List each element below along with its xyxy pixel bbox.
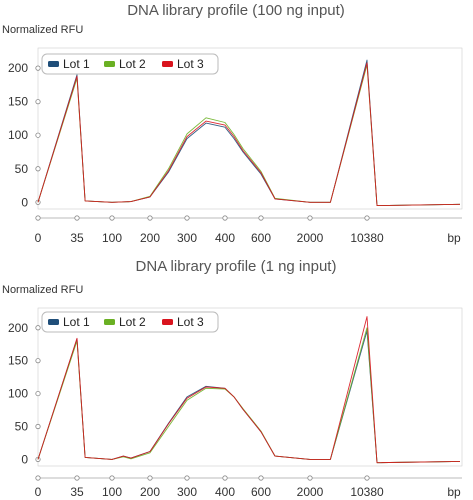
x-tick-label: 200 bbox=[140, 231, 160, 245]
legend-swatch-lot-3 bbox=[162, 61, 173, 67]
y-tick-label: 150 bbox=[8, 95, 28, 109]
legend: Lot 1 Lot 2 Lot 3 bbox=[41, 53, 219, 75]
y-tick-label: 100 bbox=[8, 128, 28, 142]
x-tick-marker bbox=[258, 215, 264, 221]
legend-swatch-lot-1 bbox=[48, 61, 59, 67]
series-line-lot-1 bbox=[37, 59, 461, 207]
x-tick-marker bbox=[222, 475, 228, 481]
x-tick-label: 2000 bbox=[297, 231, 324, 245]
x-tick-marker bbox=[222, 215, 228, 221]
y-tick-marker bbox=[35, 99, 41, 105]
y-tick-label: 200 bbox=[8, 61, 28, 75]
x-tick-label: 10380 bbox=[350, 231, 384, 245]
x-tick-label: 300 bbox=[177, 231, 197, 245]
x-tick-label: 2000 bbox=[297, 485, 324, 499]
series-line-lot-3 bbox=[37, 316, 461, 464]
y-tick-label: 50 bbox=[15, 420, 29, 434]
y-tick-marker bbox=[35, 132, 41, 138]
x-tick-label: 600 bbox=[251, 231, 271, 245]
x-tick-marker bbox=[35, 215, 41, 221]
series-line-lot-1 bbox=[37, 330, 461, 464]
y-tick-marker bbox=[35, 325, 41, 331]
x-tick-label: 10380 bbox=[350, 485, 384, 499]
x-tick-label: 200 bbox=[140, 485, 160, 499]
legend: Lot 1 Lot 2 Lot 3 bbox=[41, 311, 219, 333]
series-line-lot-2 bbox=[37, 327, 461, 464]
plot-frame bbox=[37, 47, 463, 210]
legend-label-lot-1: Lot 1 bbox=[63, 315, 90, 329]
x-tick-marker bbox=[109, 215, 115, 221]
x-tick-label: 35 bbox=[70, 231, 84, 245]
legend-label-lot-3: Lot 3 bbox=[177, 315, 204, 329]
chart-panel-2: DNA library profile (1 ng input) Normaliz… bbox=[2, 258, 463, 499]
chart-panel-1: DNA library profile (100 ng input) Normal… bbox=[2, 2, 463, 245]
x-tick-marker bbox=[364, 215, 370, 221]
plot-frame bbox=[37, 307, 463, 467]
y-tick-marker bbox=[35, 65, 41, 71]
x-tick-label: 35 bbox=[70, 485, 84, 499]
legend-label-lot-1: Lot 1 bbox=[63, 57, 90, 71]
x-tick-marker bbox=[74, 475, 80, 481]
x-axis-label: bp bbox=[447, 485, 461, 499]
y-axis-label: Normalized RFU bbox=[2, 284, 83, 296]
legend-swatch-lot-1 bbox=[48, 319, 59, 325]
y-tick-marker bbox=[35, 166, 41, 172]
y-tick-marker bbox=[35, 358, 41, 364]
y-tick-label: 50 bbox=[15, 162, 29, 176]
x-tick-marker bbox=[109, 475, 115, 481]
legend-label-lot-3: Lot 3 bbox=[177, 57, 204, 71]
legend-swatch-lot-2 bbox=[104, 61, 115, 67]
x-tick-marker bbox=[147, 475, 153, 481]
x-tick-marker bbox=[74, 215, 80, 221]
x-tick-marker bbox=[147, 215, 153, 221]
y-tick-label: 200 bbox=[8, 321, 28, 335]
x-tick-marker bbox=[184, 215, 190, 221]
x-tick-marker bbox=[184, 475, 190, 481]
y-tick-label: 150 bbox=[8, 354, 28, 368]
legend-label-lot-2: Lot 2 bbox=[119, 57, 146, 71]
legend-swatch-lot-3 bbox=[162, 319, 173, 325]
series-line-lot-3 bbox=[37, 62, 461, 207]
legend-label-lot-2: Lot 2 bbox=[119, 315, 146, 329]
y-axis-label: Normalized RFU bbox=[2, 24, 83, 36]
legend-swatch-lot-2 bbox=[104, 319, 115, 325]
x-tick-label: 100 bbox=[102, 485, 122, 499]
x-tick-marker bbox=[364, 475, 370, 481]
x-tick-label: 400 bbox=[215, 485, 235, 499]
x-tick-label: 400 bbox=[215, 231, 235, 245]
y-tick-label: 0 bbox=[21, 195, 28, 209]
y-tick-marker bbox=[35, 423, 41, 430]
series-line-lot-2 bbox=[37, 64, 461, 207]
y-tick-marker bbox=[35, 390, 41, 397]
x-tick-label: 0 bbox=[35, 485, 42, 499]
chart-title: DNA library profile (100 ng input) bbox=[127, 2, 345, 19]
x-tick-label: 100 bbox=[102, 231, 122, 245]
y-tick-label: 100 bbox=[8, 387, 28, 401]
legend-box bbox=[41, 53, 219, 75]
x-tick-marker bbox=[307, 215, 313, 221]
x-tick-marker bbox=[35, 475, 41, 481]
x-tick-label: 0 bbox=[35, 231, 42, 245]
x-tick-marker bbox=[258, 475, 264, 481]
x-tick-label: 300 bbox=[177, 485, 197, 499]
x-axis-label: bp bbox=[447, 231, 461, 245]
legend-box bbox=[41, 311, 219, 333]
x-tick-label: 600 bbox=[251, 485, 271, 499]
y-tick-label: 0 bbox=[21, 452, 28, 466]
x-tick-marker bbox=[307, 475, 313, 481]
y-tick-marker bbox=[35, 456, 41, 463]
chart-title: DNA library profile (1 ng input) bbox=[136, 258, 337, 275]
